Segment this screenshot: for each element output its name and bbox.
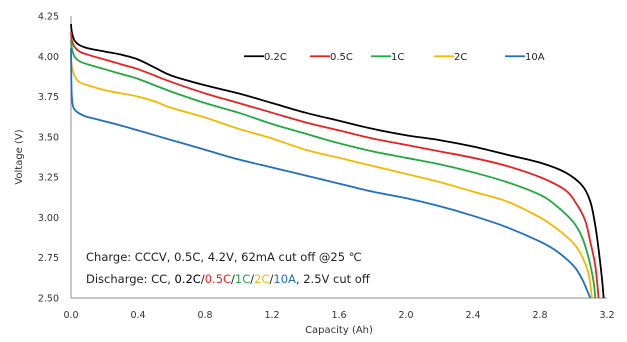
series-line-1c — [70, 40, 597, 299]
y-tick-label: 3.00 — [38, 213, 59, 224]
x-tick-label: 1.6 — [331, 310, 346, 321]
y-tick-label: 3.50 — [38, 132, 59, 143]
discharge-rate-label: 1C — [235, 272, 250, 286]
legend-label: 0.5C — [330, 52, 353, 63]
x-tick-label: 0.0 — [63, 310, 78, 321]
legend-label: 0.2C — [264, 52, 287, 63]
x-axis-label: Capacity (Ah) — [305, 325, 373, 336]
y-tick-label: 4.00 — [38, 52, 59, 63]
discharge-suffix: , 2.5V cut off — [296, 272, 371, 286]
series-line-0.5c — [70, 32, 600, 299]
x-tick-label: 2.4 — [465, 310, 480, 321]
x-tick-label: 1.2 — [264, 310, 279, 321]
series-lines — [70, 23, 605, 299]
charge-annotation: Charge: CCCV, 0.5C, 4.2V, 62mA cut off @… — [86, 250, 362, 264]
discharge-rate-label: 0.5C — [205, 272, 231, 286]
y-tick-label: 3.75 — [38, 92, 59, 103]
discharge-annotation: Discharge: CC, 0.2C/0.5C/1C/2C/10A, 2.5V… — [86, 272, 371, 286]
legend: 0.2C 0.5C 1C 2C 10A — [244, 52, 545, 63]
discharge-prefix: Discharge: CC, — [86, 272, 175, 286]
discharge-rate-label: / — [231, 272, 235, 286]
y-tick-label: 3.25 — [38, 173, 59, 184]
discharge-rate-label: 10A — [273, 272, 296, 286]
y-tick-label: 2.75 — [38, 253, 59, 264]
legend-label: 2C — [454, 52, 467, 63]
series-line-0.2c — [70, 23, 605, 299]
x-tick-label: 2.0 — [398, 310, 413, 321]
x-tick-label: 0.4 — [130, 310, 145, 321]
x-tick-label: 0.8 — [197, 310, 212, 321]
discharge-rate-label: / — [201, 272, 205, 286]
discharge-rate-label: 0.2C — [175, 272, 201, 286]
y-tick-label: 2.50 — [38, 294, 59, 305]
y-tick-label: 4.25 — [38, 12, 59, 23]
x-tick-label: 2.8 — [532, 310, 547, 321]
discharge-rate-label: / — [270, 272, 274, 286]
discharge-rate-label: / — [250, 272, 254, 286]
series-line-10a — [70, 48, 592, 299]
legend-label: 10A — [525, 52, 545, 63]
legend-label: 1C — [391, 52, 404, 63]
discharge-rate-label: 2C — [254, 272, 269, 286]
y-axis-label: Voltage (V) — [14, 129, 25, 184]
series-line-2c — [70, 56, 593, 299]
tick-labels: 0.0 0.4 0.8 1.2 1.6 2.0 2.4 2.8 3.2 2.50 2.75 3.00 3… — [38, 12, 615, 322]
x-tick-label: 3.2 — [599, 310, 614, 321]
